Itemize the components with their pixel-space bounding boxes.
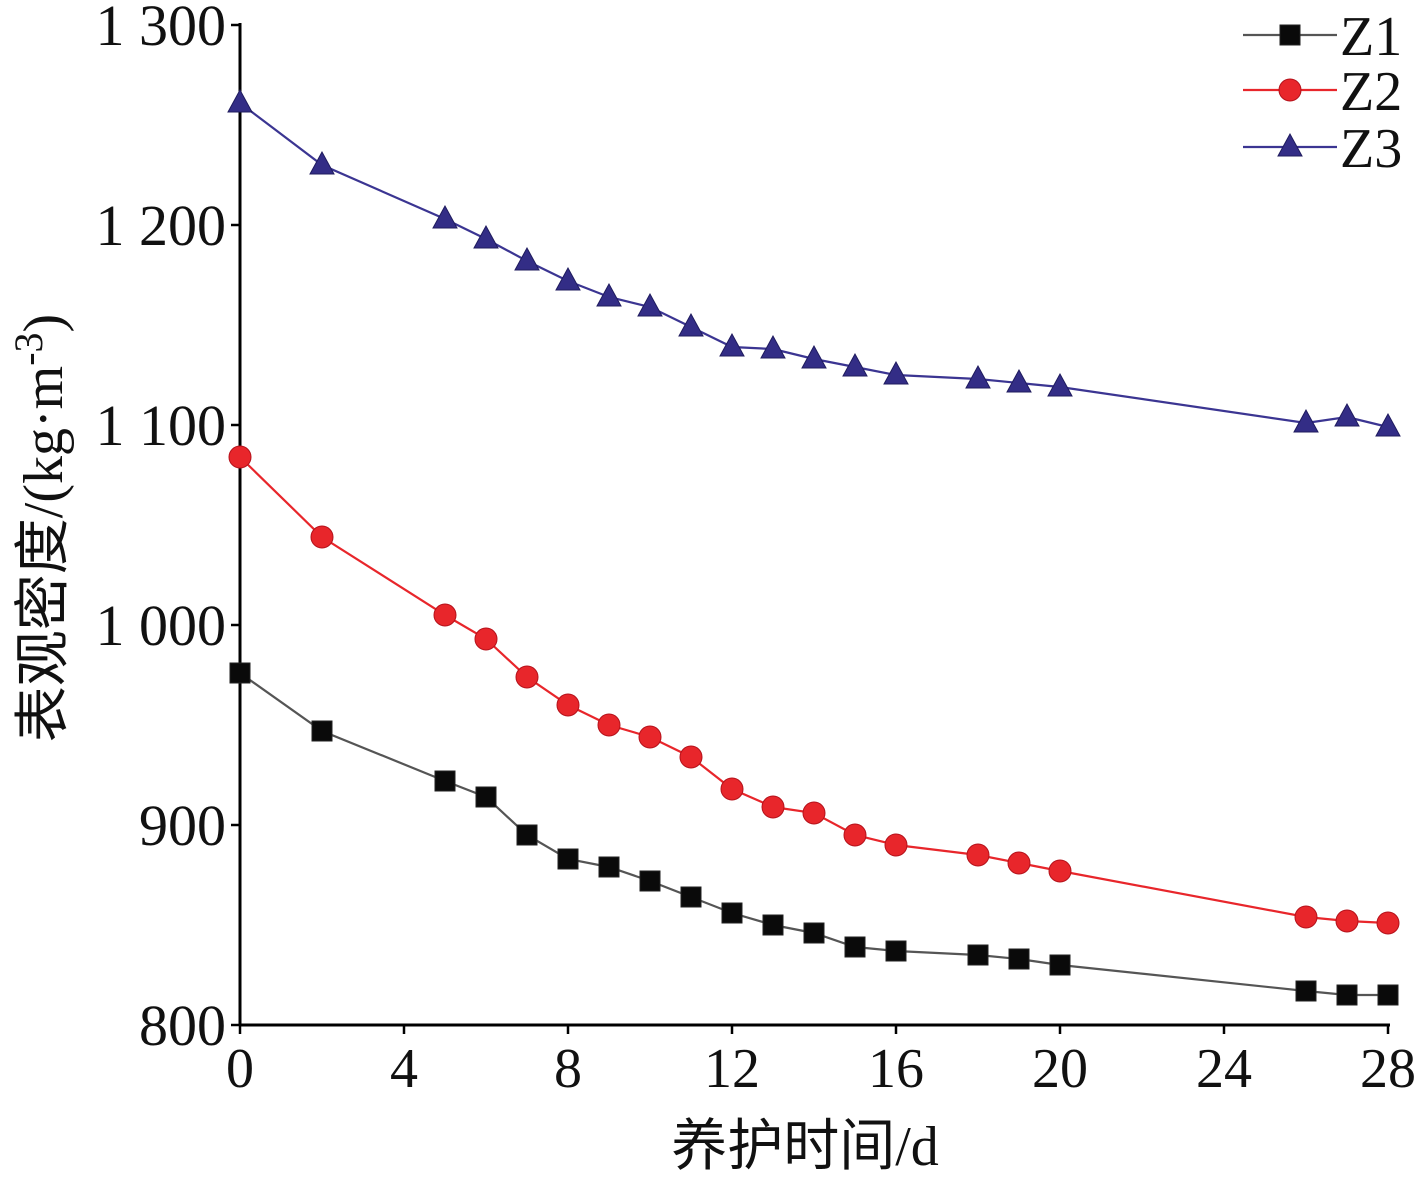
legend-z3-marker xyxy=(1277,132,1303,157)
z1-point xyxy=(844,936,866,958)
x-tick-label: 24 xyxy=(1196,1038,1252,1100)
z3-point xyxy=(1006,368,1032,393)
z1-point xyxy=(557,848,579,870)
y-tick-label: 1 100 xyxy=(96,393,227,458)
z2-point xyxy=(679,745,703,769)
y-axis-label-exponent: -3 xyxy=(6,332,51,365)
y-tick-label: 800 xyxy=(139,993,226,1058)
z1-point xyxy=(1008,948,1030,970)
z2-point xyxy=(884,833,908,857)
x-tick-label: 20 xyxy=(1032,1038,1088,1100)
z3-line xyxy=(239,102,1389,429)
z2-point xyxy=(556,693,580,717)
z1-point xyxy=(1377,984,1399,1006)
z2-point xyxy=(720,777,744,801)
z3-point xyxy=(1334,402,1360,427)
y-tick-label: 1 000 xyxy=(96,593,227,658)
y-axis-label-close: ) xyxy=(13,314,75,333)
z2-point xyxy=(966,843,990,867)
z1-point xyxy=(885,940,907,962)
z1-point xyxy=(721,902,743,924)
z2-point xyxy=(1376,911,1400,935)
z3-point xyxy=(637,292,663,317)
y-axis-label: 表观密度/(kg·m-3) xyxy=(6,314,75,742)
z3-point xyxy=(760,334,786,359)
z2-point xyxy=(761,795,785,819)
plot-area xyxy=(227,88,1401,1006)
legend-z1-label: Z1 xyxy=(1340,6,1402,68)
z1-point xyxy=(639,870,661,892)
z2-point xyxy=(433,603,457,627)
z2-point xyxy=(638,725,662,749)
y-tick-label: 1 200 xyxy=(96,193,227,258)
z1-point xyxy=(434,770,456,792)
z3-point xyxy=(801,344,827,369)
z1-point xyxy=(311,720,333,742)
z3-point xyxy=(473,224,499,249)
z1-point xyxy=(1295,980,1317,1002)
z3-point xyxy=(596,282,622,307)
y-tick-label: 900 xyxy=(139,793,226,858)
z1-point xyxy=(1049,954,1071,976)
z3-point xyxy=(842,352,868,377)
z3-point xyxy=(555,266,581,291)
z3-point xyxy=(227,88,253,113)
z3-point xyxy=(719,332,745,357)
z1-point xyxy=(762,914,784,936)
z1-point xyxy=(516,824,538,846)
z1-line xyxy=(239,672,1388,997)
z3-point xyxy=(883,360,909,385)
z3-point xyxy=(1375,412,1401,437)
y-tick-label: 1 300 xyxy=(96,0,227,58)
z1-point xyxy=(1336,984,1358,1006)
legend-z3-label: Z3 xyxy=(1340,118,1402,180)
z1-point xyxy=(967,944,989,966)
x-tick-label: 0 xyxy=(226,1038,254,1100)
z2-point xyxy=(515,665,539,689)
z1-point xyxy=(803,922,825,944)
z3-point xyxy=(965,364,991,389)
z3-point xyxy=(309,150,335,175)
x-tick-label: 16 xyxy=(868,1038,924,1100)
z3-point xyxy=(1047,372,1073,397)
z3-point xyxy=(514,246,540,271)
z1-point xyxy=(598,856,620,878)
x-axis-label: 养护时间/d xyxy=(671,1116,939,1178)
z2-point xyxy=(843,823,867,847)
z2-point xyxy=(1294,905,1318,929)
z3-point xyxy=(678,312,704,337)
x-tick-label: 4 xyxy=(390,1038,418,1100)
x-tick-label: 28 xyxy=(1360,1038,1416,1100)
x-tick-label: 8 xyxy=(554,1038,582,1100)
z2-point xyxy=(1335,909,1359,933)
z2-point xyxy=(802,801,826,825)
z1-point xyxy=(680,886,702,908)
x-tick-label: 12 xyxy=(704,1038,760,1100)
legend-z1-marker xyxy=(1279,24,1301,46)
z2-point xyxy=(597,713,621,737)
legend-z2-label: Z2 xyxy=(1340,61,1402,123)
z2-point xyxy=(310,525,334,549)
z2-line xyxy=(239,456,1389,925)
z2-point xyxy=(1048,859,1072,883)
z2-point xyxy=(228,445,252,469)
y-axis-label-text: 表观密度/(kg·m xyxy=(13,366,75,742)
z1-point xyxy=(229,662,251,684)
z2-point xyxy=(474,627,498,651)
z1-point xyxy=(475,786,497,808)
axis-ticks: 0 4 8 12 16 20 24 28 800 900 1 000 1 100 1 200 1 300 xyxy=(96,0,1417,1100)
legend-z2-marker xyxy=(1278,78,1302,102)
z3-point xyxy=(432,204,458,229)
z2-point xyxy=(1007,851,1031,875)
z3-point xyxy=(1293,408,1319,433)
